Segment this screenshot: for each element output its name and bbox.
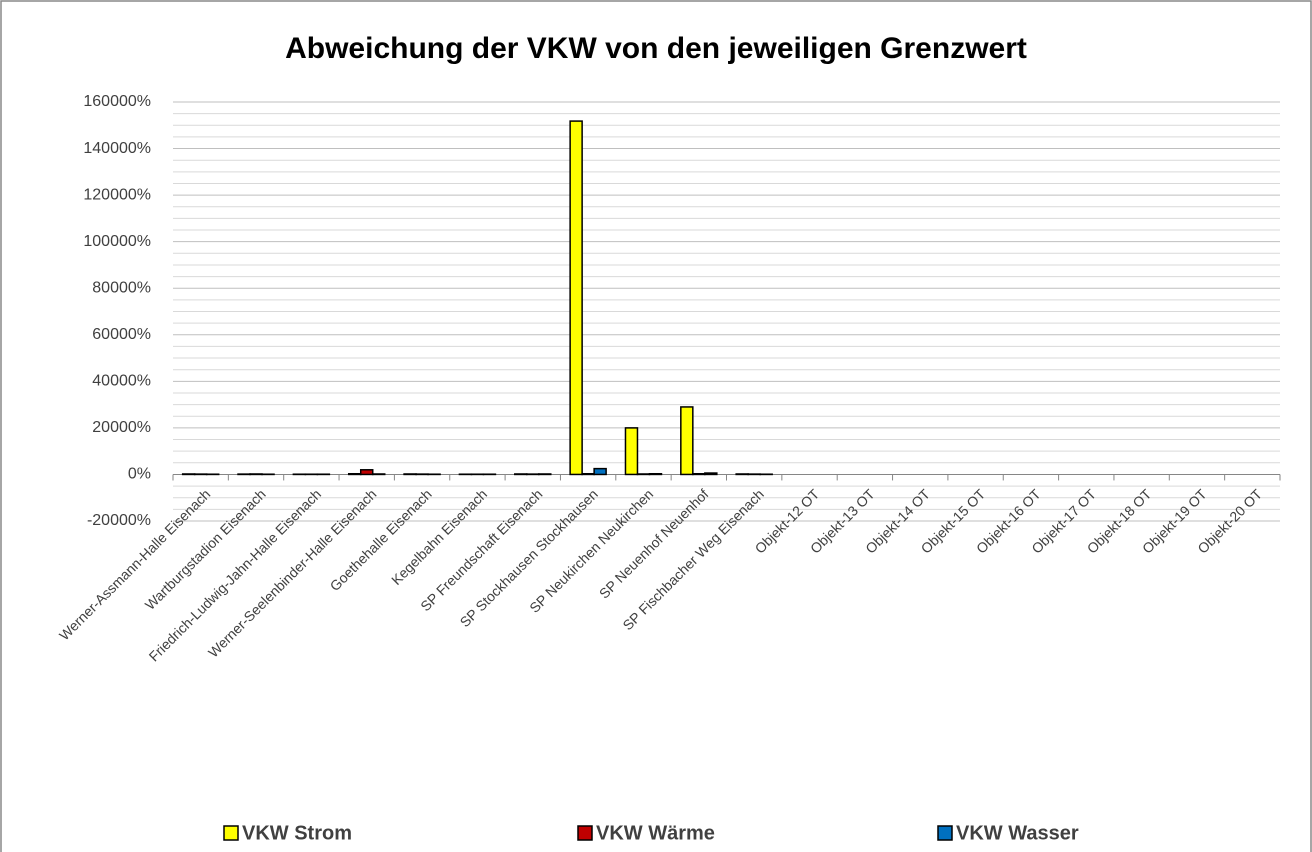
- legend-label: VKW Wärme: [596, 822, 715, 844]
- legend-label: VKW Wasser: [956, 822, 1079, 844]
- y-tick-label: 100000%: [83, 233, 151, 250]
- y-tick-label: 40000%: [92, 373, 151, 390]
- bar: [593, 467, 607, 476]
- bar: [648, 472, 663, 476]
- bar: [680, 406, 694, 476]
- y-tick-label: 140000%: [83, 140, 151, 157]
- bar: [704, 472, 718, 476]
- bar: [692, 472, 706, 476]
- bar: [359, 469, 374, 476]
- bar: [624, 427, 639, 476]
- legend-swatch: [577, 825, 593, 841]
- y-tick-label: 20000%: [92, 419, 151, 436]
- bar: [581, 472, 595, 476]
- chart-title: Abweichung der VKW von den jeweiligen Gr…: [285, 32, 1027, 65]
- legend-label: VKW Strom: [242, 822, 352, 844]
- y-tick-label: 120000%: [83, 186, 151, 203]
- legend-swatch: [223, 825, 239, 841]
- bar: [347, 472, 362, 476]
- legend-swatch: [937, 825, 953, 841]
- bar: [569, 120, 583, 476]
- y-tick-label: 0%: [128, 466, 151, 483]
- y-tick-label: 60000%: [92, 326, 151, 343]
- y-tick-label: 160000%: [83, 93, 151, 110]
- y-tick-label: -20000%: [87, 512, 151, 529]
- y-tick-label: 80000%: [92, 279, 151, 296]
